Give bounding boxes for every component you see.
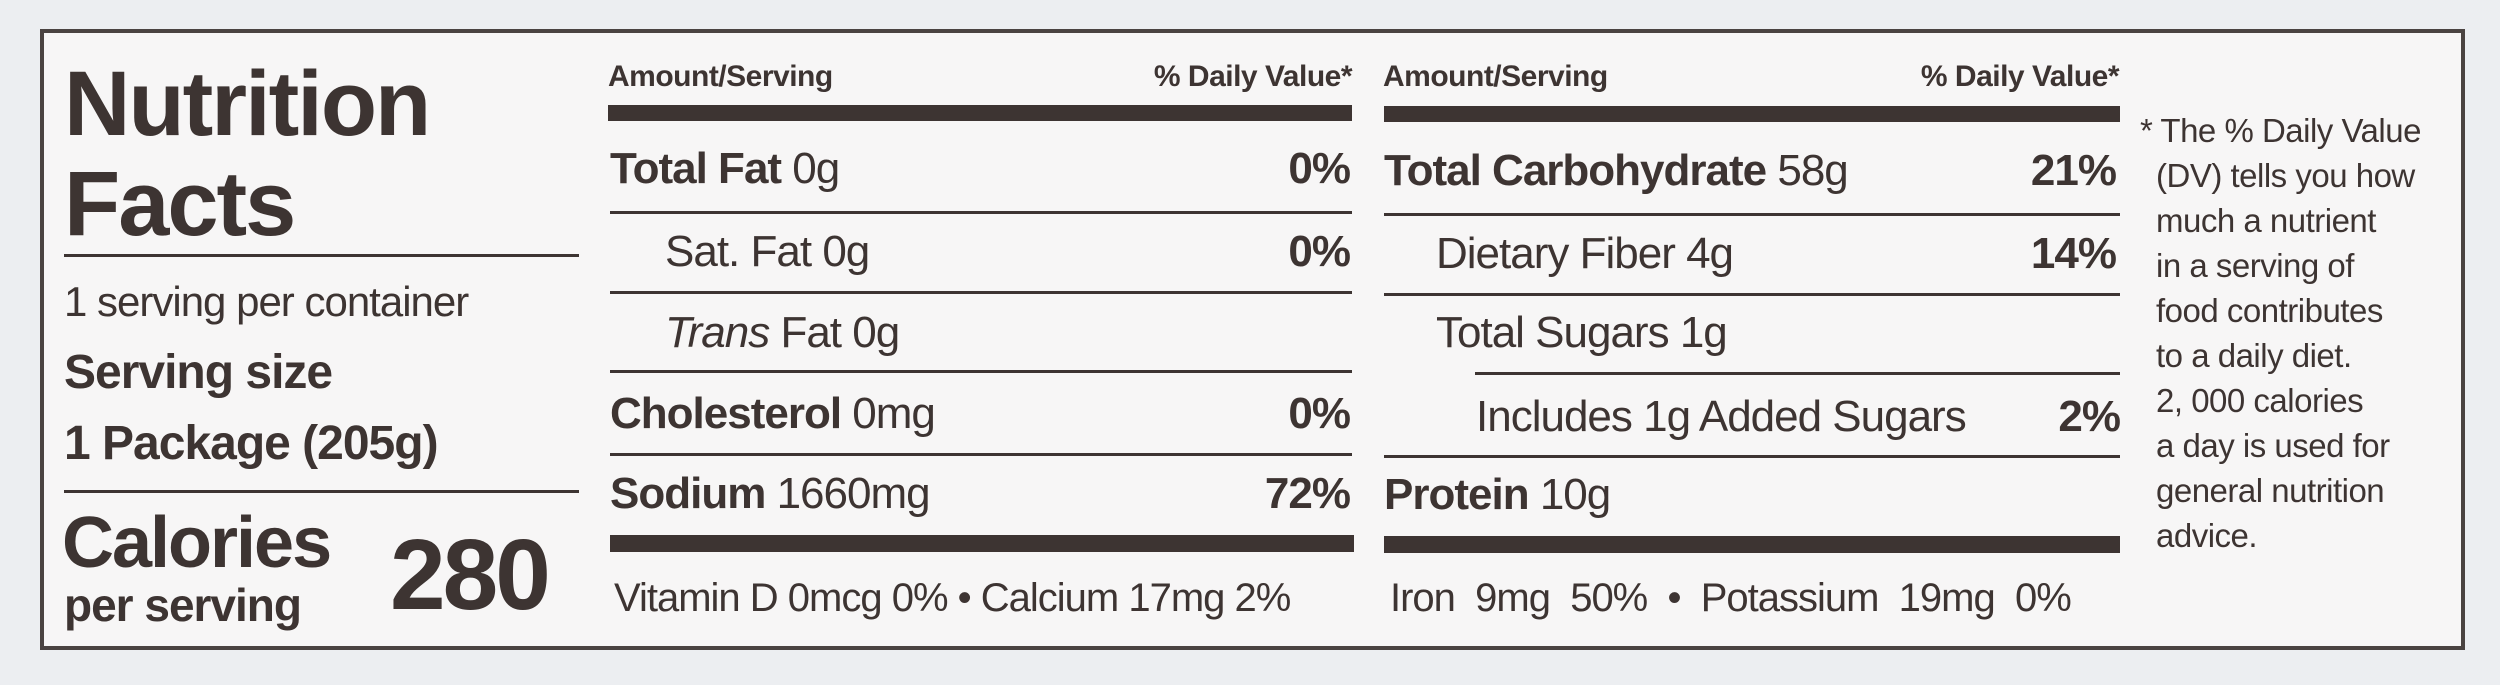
- footnote-line: much a nutrient: [2156, 202, 2376, 239]
- row-total-fat: Total Fat 0g 0%: [610, 144, 1351, 193]
- divider: [610, 453, 1352, 456]
- title-line1: Nutrition: [64, 53, 431, 155]
- thick-bar: [1384, 106, 2120, 122]
- footnote-line: a day is used for: [2156, 427, 2390, 464]
- footnote-line: * The % Daily Value: [2140, 112, 2421, 149]
- row-dietary-fiber: Dietary Fiber 4g 14%: [1436, 229, 2117, 278]
- dv-header: % Daily Value*: [1153, 60, 1353, 93]
- footnote-line: in a serving of: [2156, 247, 2354, 284]
- footnote-line: general nutrition: [2156, 472, 2385, 509]
- row-added-sugars: Includes 1g Added Sugars 2%: [1476, 392, 2121, 441]
- divider: [610, 370, 1352, 373]
- serving-size-value: 1 Package (205g): [64, 417, 439, 470]
- thick-bar: [1384, 536, 2120, 553]
- column-header: Amount/Serving % Daily Value*: [1383, 60, 2120, 94]
- footnote-line: to a daily diet.: [2156, 337, 2352, 374]
- divider: [1475, 372, 2120, 375]
- amount-header: Amount/Serving: [1383, 60, 1608, 93]
- row-sat-fat: Sat. Fat 0g 0%: [665, 227, 1351, 276]
- amount-header: Amount/Serving: [608, 60, 833, 93]
- row-protein: Protein 10g: [1384, 470, 1611, 519]
- divider: [610, 291, 1352, 294]
- divider: [64, 254, 579, 257]
- footnote-line: (DV) tells you how: [2156, 157, 2415, 194]
- divider: [64, 490, 579, 493]
- serving-size-label: Serving size: [64, 346, 333, 399]
- row-sodium: Sodium 1660mg 72%: [610, 469, 1351, 518]
- vitamins-right: Iron 9mg 50% • Potassium 19mg 0%: [1390, 576, 2072, 620]
- row-cholesterol: Cholesterol 0mg 0%: [610, 389, 1351, 438]
- daily-value-footnote: * The % Daily Value (DV) tells you how m…: [2140, 108, 2421, 558]
- footnote-line: advice.: [2156, 517, 2258, 554]
- calories-label: Calories: [62, 503, 332, 583]
- divider: [1384, 293, 2120, 296]
- calories-per-serving: per serving: [64, 579, 302, 631]
- divider: [1384, 213, 2120, 216]
- column-header: Amount/Serving % Daily Value*: [608, 60, 1353, 94]
- thick-bar: [608, 105, 1352, 121]
- row-trans-fat: Trans Fat 0g: [665, 308, 900, 357]
- title-line2: Facts: [64, 153, 296, 255]
- footnote-line: 2, 000 calories: [2156, 382, 2364, 419]
- row-total-sugars: Total Sugars 1g: [1436, 308, 1728, 357]
- calories-value: 280: [390, 519, 551, 631]
- divider: [1384, 455, 2120, 458]
- vitamins-left: Vitamin D 0mcg 0% • Calcium 17mg 2%: [614, 576, 1291, 620]
- row-total-carbohydrate: Total Carbohydrate 58g 21%: [1384, 146, 2117, 195]
- servings-per-container: 1 serving per container: [64, 278, 469, 325]
- thick-bar: [610, 535, 1354, 552]
- dv-header: % Daily Value*: [1920, 60, 2120, 93]
- divider: [610, 211, 1352, 214]
- footnote-line: food contributes: [2156, 292, 2383, 329]
